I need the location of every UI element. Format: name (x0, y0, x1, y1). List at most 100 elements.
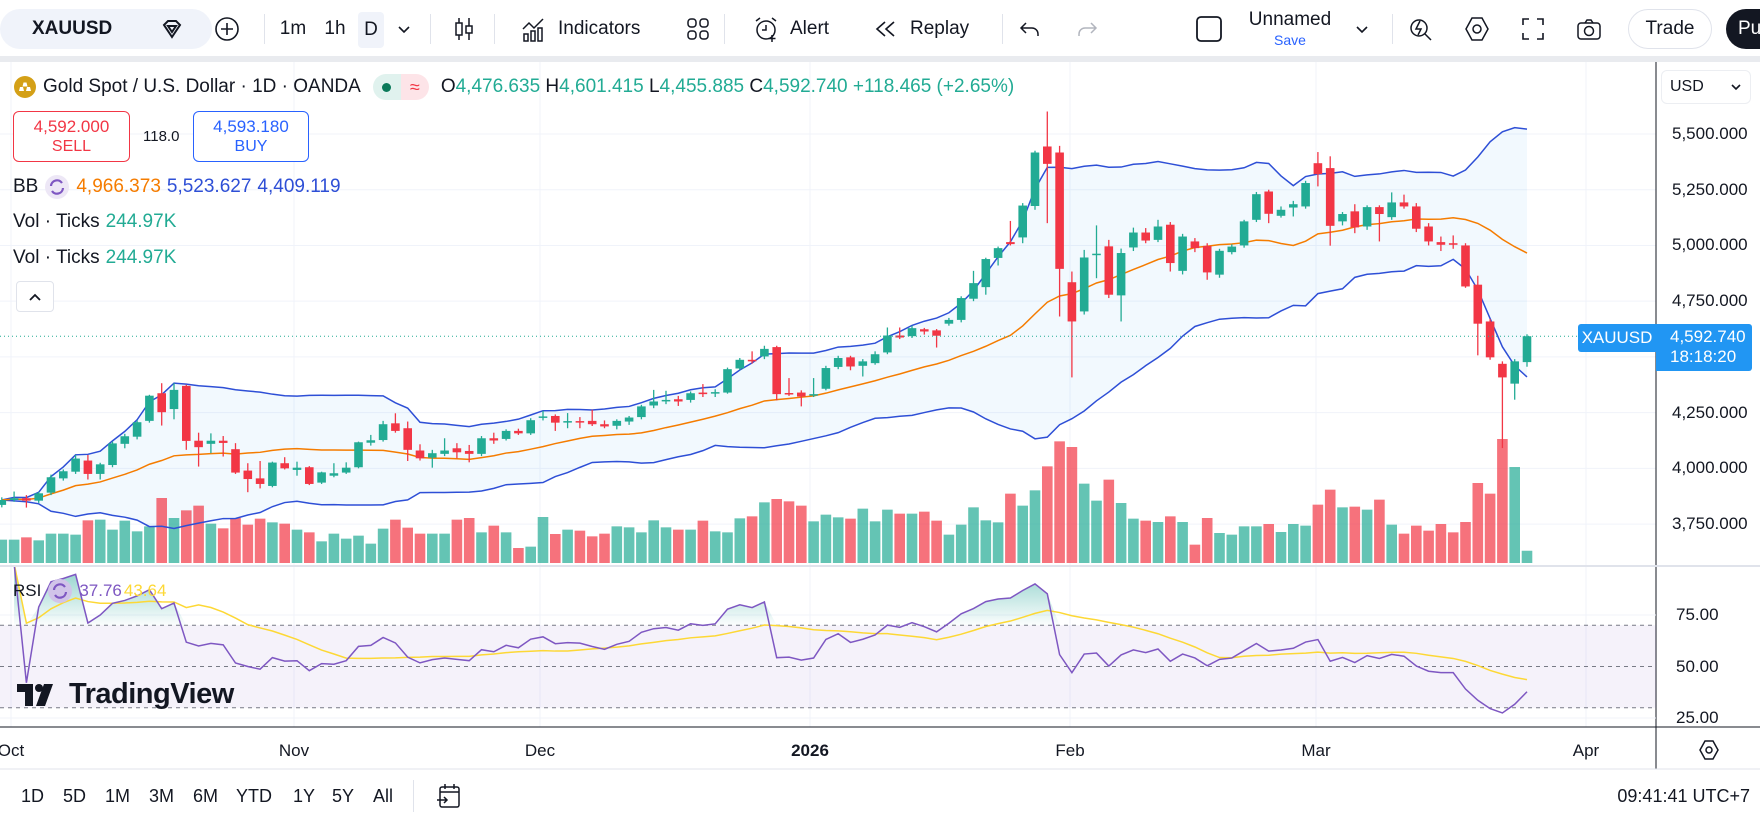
volume-legend-2[interactable]: Vol · Ticks 244.97K (13, 247, 176, 269)
loading-icon (48, 579, 73, 603)
volume-bar (648, 520, 659, 563)
redo-icon (1078, 22, 1098, 36)
range-1d[interactable]: 1D (21, 786, 45, 806)
range-1y[interactable]: 1Y (293, 786, 316, 806)
interval-1h[interactable]: 1h (324, 18, 346, 39)
rsi-overbought-fill (14, 567, 1527, 626)
volume-bar (377, 528, 389, 563)
diamond-icon[interactable] (160, 17, 184, 41)
currency-label: USD (1670, 78, 1704, 95)
candle (464, 444, 474, 463)
candle (145, 394, 154, 423)
volume-bar (193, 505, 204, 563)
rsi-legend[interactable]: RSI 37.76 43.64 (13, 578, 166, 604)
interval-d[interactable]: D (358, 12, 384, 48)
volume-bar (1509, 467, 1520, 563)
separator (264, 14, 265, 44)
range-5d[interactable]: 5D (63, 786, 87, 806)
candle (206, 433, 216, 454)
candle (587, 409, 597, 426)
candle-body (1510, 361, 1519, 384)
range-6m[interactable]: 6M (193, 786, 219, 806)
layout-checkbox[interactable] (1195, 9, 1223, 49)
sell-button[interactable]: 4,592.000 SELL (13, 111, 130, 162)
compare-button[interactable] (212, 9, 242, 49)
volume-bar (70, 534, 81, 563)
volume-bar (254, 518, 266, 563)
chart-type-button[interactable] (450, 9, 478, 49)
fullscreen-button[interactable] (1519, 9, 1547, 49)
collapse-legend-button[interactable] (16, 281, 54, 312)
time-tick: Apr (1572, 741, 1600, 760)
range-ytd[interactable]: YTD (236, 786, 272, 806)
volume-bar (1078, 483, 1090, 563)
candle-body (600, 424, 609, 427)
candle-body (883, 335, 892, 353)
candle-body (428, 453, 437, 458)
separator (494, 14, 495, 44)
volume-bar (1005, 493, 1016, 563)
candle (1190, 238, 1200, 253)
publish-button[interactable]: Pu (1726, 9, 1760, 49)
range-3m[interactable]: 3M (149, 786, 175, 806)
volume-bar (1447, 532, 1459, 563)
buy-button[interactable]: 4,593.180 BUY (193, 111, 309, 162)
candle-body (526, 420, 535, 434)
volume-bar (1189, 544, 1201, 563)
candle-body (1387, 202, 1396, 218)
replay-button[interactable]: Replay (872, 9, 982, 49)
candle (46, 474, 56, 496)
candle-body (268, 462, 277, 486)
rsi-ma-value: 43.64 (123, 581, 167, 600)
volume-bar (783, 501, 795, 563)
candle-body (1264, 191, 1273, 214)
candle (1338, 212, 1347, 226)
interval-1m[interactable]: 1m (279, 18, 307, 39)
settings-button[interactable] (1463, 9, 1491, 49)
volume-bar (1214, 533, 1225, 563)
symbol-search[interactable]: XAUUSD (0, 9, 212, 49)
undo-button[interactable] (1016, 9, 1044, 49)
settings-icon (1699, 740, 1719, 760)
candle-body (1461, 245, 1470, 287)
alert-button[interactable]: Alert (752, 9, 852, 49)
templates-button[interactable] (684, 9, 712, 49)
sell-price: 4,592.000 (33, 116, 110, 136)
axis-settings-button[interactable] (1697, 738, 1721, 762)
interval-dropdown[interactable] (394, 9, 414, 49)
symbol-title[interactable]: Gold Spot / U.S. Dollar · 1D · OANDA (43, 76, 361, 97)
indicators-button[interactable]: Indicators (520, 9, 660, 49)
volume-bar (168, 518, 180, 563)
candle-body (575, 421, 585, 423)
volume-bar (1165, 516, 1176, 563)
candle (1178, 233, 1187, 275)
currency-select[interactable]: USD (1661, 70, 1751, 104)
layout-dropdown[interactable] (1352, 9, 1372, 49)
snapshot-button[interactable] (1575, 9, 1603, 49)
go-to-date-button[interactable] (435, 782, 463, 815)
candle (637, 404, 646, 420)
save-link[interactable]: Save (1274, 32, 1306, 48)
tradingview-watermark[interactable]: TradingView (17, 678, 234, 711)
quick-search-button[interactable] (1407, 9, 1435, 49)
range-1m[interactable]: 1M (105, 786, 131, 806)
bb-legend[interactable]: BB 4,966.373 5,523.627 4,409.119 (13, 174, 341, 200)
layout-name-button[interactable]: Unnamed Save (1240, 9, 1340, 51)
candle (846, 355, 855, 371)
volume-legend-1[interactable]: Vol · Ticks 244.97K (13, 211, 176, 233)
gold-bars-icon (14, 76, 36, 98)
candle-body (821, 368, 831, 389)
redo-button[interactable] (1073, 9, 1101, 49)
trade-button[interactable]: Trade (1628, 9, 1712, 49)
volume-name: Vol · Ticks (13, 247, 100, 268)
candle (883, 327, 892, 355)
candle (1006, 220, 1015, 246)
volume-bar (1435, 524, 1447, 563)
range-all[interactable]: All (373, 786, 394, 806)
candle (747, 351, 757, 364)
clock-timezone[interactable]: 09:41:41 UTC+7 (1617, 786, 1750, 806)
candle (1436, 236, 1446, 252)
market-status-badge[interactable]: ≈ (372, 74, 429, 100)
range-5y[interactable]: 5Y (332, 786, 355, 806)
